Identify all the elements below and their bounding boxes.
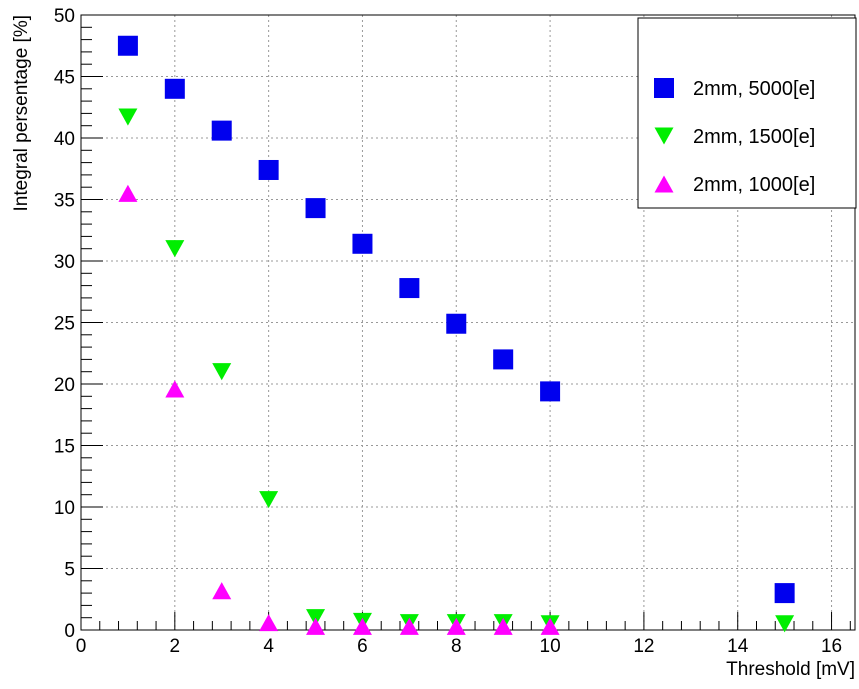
data-point	[774, 583, 795, 604]
y-tick-label: 45	[54, 68, 75, 89]
data-point	[212, 582, 232, 600]
x-tick-label: 0	[76, 636, 87, 657]
data-point	[165, 240, 185, 258]
x-tick-label: 16	[821, 636, 842, 657]
series-1	[117, 35, 795, 604]
series-3	[118, 184, 560, 635]
y-tick-label: 35	[54, 191, 75, 212]
data-point	[164, 78, 185, 99]
x-tick-label: 6	[357, 636, 368, 657]
legend-label: 2mm, 1000[e]	[693, 174, 815, 196]
data-point	[306, 617, 326, 635]
x-tick-label: 10	[540, 636, 561, 657]
data-point	[259, 491, 279, 509]
data-point	[352, 233, 373, 254]
legend: 2mm, 5000[e] 2mm, 1500[e] 2mm, 1000[e]	[637, 17, 857, 209]
data-point	[117, 35, 138, 56]
legend-entry: 2mm, 1500[e]	[654, 126, 815, 148]
data-point	[399, 278, 420, 299]
y-tick-label: 30	[54, 252, 75, 273]
x-tick-label: 2	[170, 636, 181, 657]
y-tick-label: 10	[54, 498, 75, 519]
legend-box	[637, 17, 857, 209]
data-point	[493, 617, 513, 635]
y-tick-label: 20	[54, 375, 75, 396]
y-tick-label: 50	[54, 6, 75, 27]
data-point	[259, 614, 279, 632]
y-tick-label: 5	[64, 560, 75, 581]
legend-marker	[654, 78, 674, 98]
y-tick-label: 0	[64, 621, 75, 642]
legend-label: 2mm, 5000[e]	[693, 78, 815, 100]
y-tick-label: 15	[54, 437, 75, 458]
legend-entries: 2mm, 5000[e] 2mm, 1500[e] 2mm, 1000[e]	[654, 78, 815, 196]
x-tick-label: 14	[727, 636, 749, 657]
data-point	[493, 349, 514, 370]
data-point	[540, 617, 560, 635]
data-point	[399, 617, 419, 635]
data-point	[258, 159, 279, 180]
y-axis-title: Integral persentage [%]	[11, 15, 32, 211]
data-point	[306, 609, 326, 627]
data-point	[165, 380, 185, 398]
legend-label: 2mm, 1500[e]	[693, 126, 815, 148]
data-point	[540, 381, 561, 402]
y-tick-label: 25	[54, 314, 75, 335]
y-tick-labels: 0 5 10 15 20 25 30 35 40 45 50	[54, 6, 75, 642]
data-point	[775, 615, 795, 633]
legend-entry: 2mm, 1000[e]	[654, 174, 815, 196]
x-axis-title: Threshold [mV]	[726, 659, 855, 680]
data-point	[211, 120, 232, 141]
data-point	[446, 313, 467, 334]
legend-marker	[654, 127, 674, 145]
data-points	[117, 35, 795, 635]
data-point	[446, 617, 466, 635]
legend-entry: 2mm, 5000[e]	[654, 78, 815, 100]
data-point	[212, 363, 232, 381]
y-tick-label: 40	[54, 129, 75, 150]
data-point	[118, 108, 138, 126]
data-point	[305, 198, 326, 219]
legend-marker	[654, 175, 674, 193]
x-tick-label: 12	[633, 636, 654, 657]
data-point	[118, 184, 138, 202]
data-point	[352, 617, 372, 635]
x-tick-label: 8	[451, 636, 462, 657]
x-tick-label: 4	[263, 636, 274, 657]
x-tick-labels: 0 2 4 6 8 10 12 14 16	[76, 636, 842, 657]
